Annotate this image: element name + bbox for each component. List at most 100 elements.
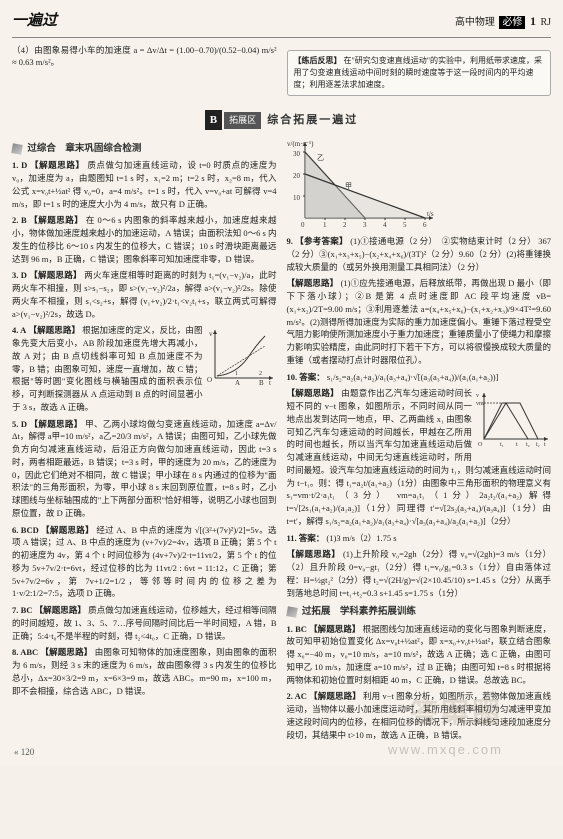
item-9b: 【解题思路】 (1)①应先接通电源，后释放纸带，再做出现 D 最小（即下下落小球… bbox=[287, 277, 552, 366]
band-b-letter: B bbox=[205, 110, 222, 131]
item-label: 【解题思路】 bbox=[29, 419, 82, 429]
svg-text:t: t bbox=[516, 442, 518, 448]
svg-text:1: 1 bbox=[235, 371, 238, 377]
item-label: 【解题思路】 bbox=[29, 270, 82, 280]
svg-text:t₂: t₂ bbox=[536, 442, 540, 448]
item-3: 3. D 【解题思路】 两火车速度相等时距离的时刻为 t₁=(v₁−v₂)/a，… bbox=[12, 269, 277, 320]
item-num: 6. BCD bbox=[12, 525, 39, 535]
reflection-title: 【练后反思】 bbox=[294, 56, 342, 65]
cube-icon bbox=[286, 606, 298, 618]
item-label: 【解题思路】 bbox=[35, 605, 86, 615]
chart2-inline: v O A B t 1 2 bbox=[207, 326, 277, 386]
svg-text:5: 5 bbox=[403, 221, 407, 229]
svg-text:4: 4 bbox=[383, 221, 387, 229]
svg-text:t: t bbox=[544, 442, 546, 448]
svg-text:t/s: t/s bbox=[427, 210, 434, 218]
item-9: 9. 【参考答案】 (1)①接通电源（2 分） ②实物结束计时（2 分） 367… bbox=[287, 235, 552, 273]
svg-text:1: 1 bbox=[323, 221, 327, 229]
section1-title: 过综合 章末巩固综合检测 bbox=[27, 144, 141, 154]
subject-prefix: 高中物理 bbox=[455, 17, 495, 28]
item-label: 【解题思路】 bbox=[287, 388, 339, 398]
page-header: 一遍过 高中物理 必修 1 RJ bbox=[12, 10, 551, 38]
must-num: 1 bbox=[530, 14, 536, 28]
item-num: 9. bbox=[287, 236, 293, 246]
svg-text:30: 30 bbox=[293, 150, 301, 158]
chart3-inline: v vm O t₁ t t₂ t₂ t bbox=[476, 389, 551, 449]
item-label: 【解题思路】 bbox=[28, 325, 80, 335]
item-7: 7. BC 【解题思路】 质点做匀加速直线运动，位移越大，经过相等间隔的时间越短… bbox=[12, 604, 277, 642]
page-number: « 120 bbox=[14, 746, 34, 760]
item-num: 2. AC bbox=[287, 691, 307, 701]
item-body: s₁/s₂=a₂(a₁+a₂)/a₁(a₃+a₄)·√[(a₃(a₃+a₄))/… bbox=[327, 372, 499, 382]
item-s2-1: 1. BC 【解题思路】 根据图线匀加速直线运动的变化与图象判断速度，故可知甲初… bbox=[287, 623, 552, 687]
item-6: 6. BCD 【解题思路】 经过 A、B 中点的速度为 √[(3²+(7v)²)… bbox=[12, 524, 277, 601]
cube-icon bbox=[11, 143, 23, 155]
subject-tag: 高中物理 必修 1 RJ bbox=[455, 12, 551, 30]
main-content: 过综合 章末巩固综合检测 1. D 【解题思路】 质点做匀加速直线运动，设 t=… bbox=[12, 136, 551, 745]
svg-text:2: 2 bbox=[259, 371, 262, 377]
item-label: 【解题思路】 bbox=[309, 691, 361, 701]
svg-text:0: 0 bbox=[301, 221, 305, 229]
must-label: 必修 bbox=[499, 16, 525, 29]
right-column: v/(m·s⁻¹) 30 20 10 0 1 2 3 4 5 6 t/s 乙 甲 bbox=[287, 136, 552, 745]
svg-text:v: v bbox=[209, 330, 213, 338]
band-title: 综合拓展一遍过 bbox=[267, 112, 358, 129]
svg-text:v: v bbox=[476, 393, 479, 399]
item-label: 【参考答案】 bbox=[295, 236, 348, 246]
item-num: 10. bbox=[287, 372, 298, 382]
svg-text:20: 20 bbox=[293, 172, 301, 180]
chart2-svg: v O A B t 1 2 bbox=[207, 326, 277, 386]
svg-text:O: O bbox=[478, 442, 483, 448]
item-label: 【解题思路】 bbox=[287, 278, 339, 288]
item-2: 2. B 【解题思路】 在 0～6 s 内图象的斜率越来越小，加速度越来越小，物… bbox=[12, 214, 277, 265]
band-ext-label: 拓展区 bbox=[224, 112, 261, 130]
svg-text:vm: vm bbox=[476, 401, 484, 407]
svg-text:t: t bbox=[269, 379, 271, 386]
item-10: 10. 答案： s₁/s₂=a₂(a₁+a₂)/a₁(a₃+a₄)·√[(a₃(… bbox=[287, 371, 552, 384]
item-num: 1. BC bbox=[287, 624, 307, 634]
svg-text:O: O bbox=[207, 376, 212, 384]
svg-text:甲: 甲 bbox=[345, 182, 352, 190]
item-num: 4. A bbox=[12, 325, 26, 335]
item-label: 【解题思路】 bbox=[30, 160, 85, 170]
chart1-container: v/(m·s⁻¹) 30 20 10 0 1 2 3 4 5 6 t/s 乙 甲 bbox=[287, 136, 552, 231]
item-5: 5. D 【解题思路】 甲、乙两小球均做匀变速直线运动，加速度 a=Δv/Δt，… bbox=[12, 418, 277, 520]
item-num: 11. bbox=[287, 533, 297, 543]
item-label: 【解题思路】 bbox=[40, 647, 92, 657]
item-4-continuation: （4）由图象易得小车的加速度 a = Δv/Δt = (1.00−0.70)/(… bbox=[12, 44, 277, 70]
item-body: 甲、乙两小球均做匀变速直线运动，加速度 a=Δv/Δt，解得 a甲=10 m/s… bbox=[12, 419, 277, 518]
item-label: 【解题思路】 bbox=[29, 215, 83, 225]
item-11: 11. 答案： (1)3 m/s（2）1.75 s bbox=[287, 532, 552, 545]
chart1-svg: v/(m·s⁻¹) 30 20 10 0 1 2 3 4 5 6 t/s 乙 甲 bbox=[287, 136, 437, 231]
svg-text:6: 6 bbox=[423, 221, 427, 229]
svg-text:B: B bbox=[259, 379, 264, 386]
item-1: 1. D 【解题思路】 质点做匀加速直线运动，设 t=0 时质点的速度为 v₀，… bbox=[12, 159, 277, 210]
item-body: (1)3 m/s（2）1.75 s bbox=[326, 533, 396, 543]
item-num: 1. D bbox=[12, 160, 27, 170]
svg-text:t₁: t₁ bbox=[500, 442, 504, 448]
item-label: 答案： bbox=[299, 533, 325, 543]
section2-title: 过拓展 学科素养拓展训练 bbox=[302, 607, 416, 617]
svg-text:10: 10 bbox=[293, 194, 301, 202]
svg-text:A: A bbox=[235, 379, 240, 386]
section1-header: 过综合 章末巩固综合检测 bbox=[12, 142, 277, 156]
item-label: 【解题思路】 bbox=[309, 624, 360, 634]
item-10b: v vm O t₁ t t₂ t₂ t 【解题思路】 由题意作出乙汽车匀速运动时… bbox=[287, 387, 552, 527]
section2-header: 过拓展 学科素养拓展训练 bbox=[287, 605, 552, 619]
item-num: 5. D bbox=[12, 419, 27, 429]
item-s2-2: 2. AC 【解题思路】 利用 v−t 图象分析，如图所示，若物体做加速直线运动… bbox=[287, 690, 552, 741]
chart3-svg: v vm O t₁ t t₂ t₂ t bbox=[476, 389, 551, 449]
svg-text:2: 2 bbox=[343, 221, 347, 229]
item-8: 8. ABC 【解题思路】 由图象可知物体的加速度图象，则由图象的面积为 6 m… bbox=[12, 646, 277, 697]
svg-text:v/(m·s⁻¹): v/(m·s⁻¹) bbox=[287, 140, 314, 148]
item-num: 8. ABC bbox=[12, 647, 38, 657]
reflection-box: 【练后反思】 在"研究匀变速直线运动"的实验中，利用纸带求速度，采用了匀变速直线… bbox=[287, 50, 552, 96]
svg-text:3: 3 bbox=[363, 221, 367, 229]
svg-text:乙: 乙 bbox=[317, 154, 324, 162]
item-num: 7. BC bbox=[12, 605, 32, 615]
item-body: 根据加速度的定义，反比，由图象先变大后变小，AB 阶段加速度先增大再减小，故 A… bbox=[12, 325, 203, 412]
svg-text:t₂: t₂ bbox=[526, 442, 530, 448]
top-note-left: （4）由图象易得小车的加速度 a = Δv/Δt = (1.00−0.70)/(… bbox=[12, 44, 277, 102]
top-note-row: （4）由图象易得小车的加速度 a = Δv/Δt = (1.00−0.70)/(… bbox=[12, 44, 551, 102]
section-band: B拓展区 综合拓展一遍过 bbox=[12, 110, 551, 131]
